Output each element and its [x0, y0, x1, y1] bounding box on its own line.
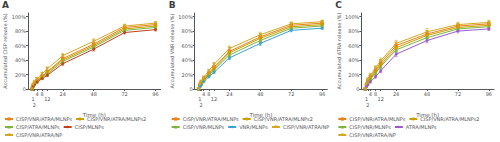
- svg-text:12: 12: [211, 96, 217, 102]
- svg-text:96: 96: [152, 91, 158, 97]
- svg-text:72: 72: [288, 91, 294, 97]
- svg-text:1: 1: [364, 96, 369, 103]
- svg-text:72: 72: [455, 91, 461, 97]
- svg-text:CISP/MLNPs: CISP/MLNPs: [75, 124, 105, 130]
- svg-text:4: 4: [202, 91, 205, 97]
- svg-text:40%: 40%: [182, 57, 193, 63]
- svg-text:0: 0: [23, 86, 26, 92]
- svg-text:4: 4: [369, 91, 372, 97]
- svg-text:CISP/VNR/ATRA/MLNPs2: CISP/VNR/ATRA/MLNPs2: [420, 116, 479, 122]
- svg-text:60%: 60%: [182, 43, 193, 49]
- svg-text:40%: 40%: [15, 57, 26, 63]
- svg-text:1: 1: [31, 96, 35, 103]
- svg-text:80%: 80%: [348, 28, 359, 34]
- svg-text:1: 1: [198, 96, 202, 103]
- svg-text:ATRA/MLNPs: ATRA/MLNPs: [406, 124, 437, 130]
- svg-text:20%: 20%: [348, 72, 359, 78]
- svg-text:100%: 100%: [12, 14, 27, 20]
- svg-text:CISP/VNR/MLNPs: CISP/VNR/MLNPs: [183, 124, 225, 130]
- svg-text:60%: 60%: [348, 43, 359, 49]
- svg-text:96: 96: [486, 91, 492, 97]
- svg-text:0: 0: [356, 86, 359, 92]
- svg-text:CISP/ATRA/MLNPs: CISP/ATRA/MLNPs: [16, 124, 60, 130]
- svg-text:2: 2: [366, 102, 369, 108]
- svg-text:4: 4: [35, 91, 38, 97]
- svg-text:CISP/VNR/ATRA/NP: CISP/VNR/ATRA/NP: [349, 132, 395, 138]
- svg-text:Accumulated CISP release (%): Accumulated CISP release (%): [2, 13, 8, 89]
- svg-text:24: 24: [60, 91, 66, 97]
- svg-text:CISP/VNR/ATRA/NP: CISP/VNR/ATRA/NP: [283, 124, 329, 130]
- svg-text:VNR/MLNPs: VNR/MLNPs: [239, 124, 268, 130]
- svg-text:48: 48: [91, 91, 97, 97]
- svg-text:B: B: [169, 0, 176, 10]
- svg-text:A: A: [2, 0, 9, 10]
- svg-text:2: 2: [200, 102, 203, 108]
- svg-text:48: 48: [424, 91, 430, 97]
- svg-text:0: 0: [189, 86, 192, 92]
- svg-text:96: 96: [319, 91, 325, 97]
- svg-text:80%: 80%: [182, 28, 193, 34]
- svg-text:72: 72: [121, 91, 127, 97]
- svg-text:CISP/VNR/ATRA/MLNPs2: CISP/VNR/ATRA/MLNPs2: [87, 116, 146, 122]
- svg-text:Accumulated ATRA release (%): Accumulated ATRA release (%): [336, 12, 342, 89]
- svg-text:100%: 100%: [345, 14, 360, 20]
- svg-text:48: 48: [257, 91, 263, 97]
- svg-text:Accumulated VNR release (%): Accumulated VNR release (%): [169, 13, 175, 88]
- svg-text:40%: 40%: [348, 57, 359, 63]
- svg-text:8: 8: [40, 90, 44, 97]
- svg-text:100%: 100%: [178, 14, 193, 20]
- svg-text:60%: 60%: [15, 43, 26, 49]
- svg-text:20%: 20%: [182, 72, 193, 78]
- svg-text:12: 12: [44, 96, 50, 102]
- svg-text:24: 24: [226, 91, 232, 97]
- svg-text:CISP/VNR/MLNPs: CISP/VNR/MLNPs: [349, 124, 391, 130]
- svg-text:8: 8: [373, 90, 378, 97]
- svg-text:24: 24: [393, 91, 399, 97]
- svg-text:12: 12: [377, 96, 383, 102]
- svg-text:CISP/VNR/ATRA/MLNPs2: CISP/VNR/ATRA/MLNPs2: [254, 116, 313, 122]
- svg-text:CISP/VNR/ATRA/MLNPs: CISP/VNR/ATRA/MLNPs: [16, 116, 72, 122]
- svg-text:80%: 80%: [15, 28, 26, 34]
- svg-text:8: 8: [207, 90, 211, 97]
- svg-text:C: C: [335, 0, 342, 10]
- svg-text:2: 2: [33, 102, 36, 108]
- svg-text:CISP/VNR/ATRA/NP: CISP/VNR/ATRA/NP: [16, 132, 62, 138]
- svg-text:20%: 20%: [15, 72, 26, 78]
- svg-text:CISP/VNR/ATRA/MLNPs: CISP/VNR/ATRA/MLNPs: [349, 116, 405, 122]
- svg-text:CISP/VNR/ATRA/MLNPs: CISP/VNR/ATRA/MLNPs: [183, 116, 239, 122]
